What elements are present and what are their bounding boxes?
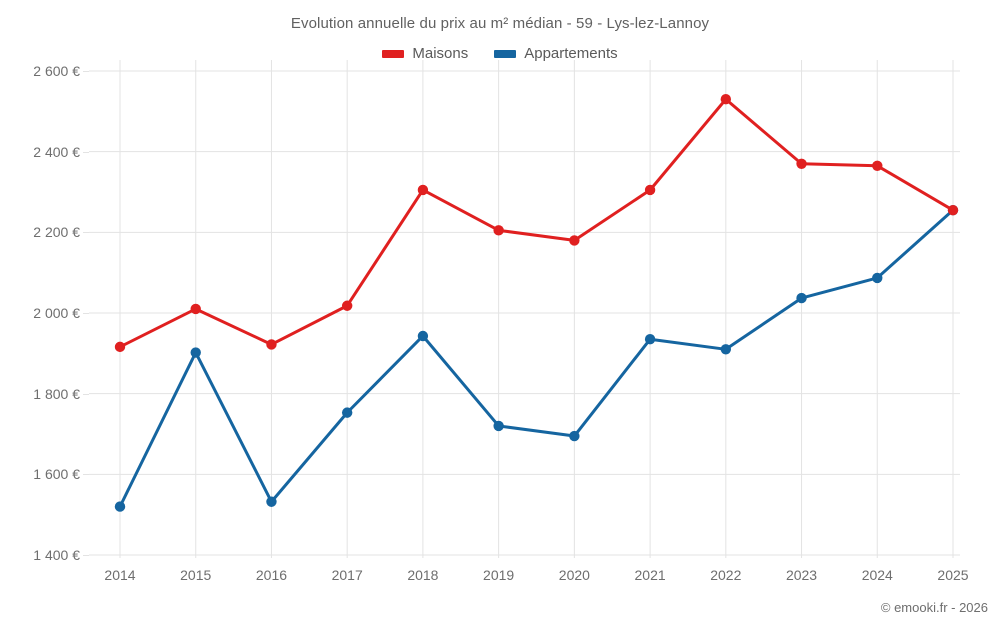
- legend-item-maisons[interactable]: Maisons: [382, 45, 468, 62]
- data-point-maisons[interactable]: [796, 158, 807, 169]
- legend-label-appartements: Appartements: [524, 45, 618, 62]
- x-tick-label: 2019: [483, 567, 515, 583]
- data-point-maisons[interactable]: [872, 160, 883, 171]
- data-point-appartements[interactable]: [796, 292, 807, 304]
- y-tick-label: 2 200 €: [33, 224, 80, 241]
- data-point-appartements[interactable]: [493, 420, 504, 432]
- x-tick-label: 2017: [331, 567, 363, 583]
- series-line-maisons: [118, 97, 955, 349]
- y-tick-mark: [83, 71, 89, 72]
- y-tick-mark: [83, 313, 89, 314]
- chart-legend: Maisons Appartements: [0, 45, 1000, 62]
- x-tick-label: 2015: [180, 567, 212, 583]
- legend-item-appartements[interactable]: Appartements: [494, 45, 618, 62]
- data-point-maisons[interactable]: [644, 184, 656, 196]
- legend-swatch-appartements: [494, 49, 517, 58]
- x-tick-label: 2021: [634, 567, 666, 583]
- chart-title: Evolution annuelle du prix au m² médian …: [290, 15, 710, 32]
- y-tick-label: 1 800 €: [33, 385, 80, 402]
- x-tick-label: 2020: [558, 567, 590, 583]
- data-point-appartements[interactable]: [872, 272, 883, 284]
- y-tick-mark: [83, 151, 89, 153]
- data-point-maisons[interactable]: [493, 225, 504, 236]
- data-point-appartements[interactable]: [266, 496, 277, 507]
- data-point-maisons[interactable]: [417, 184, 429, 196]
- series-line-appartements: [118, 208, 955, 509]
- y-tick-mark: [83, 555, 89, 556]
- y-tick-label: 2 600 €: [33, 63, 80, 79]
- data-point-appartements[interactable]: [569, 430, 580, 442]
- data-point-appartements[interactable]: [190, 347, 201, 358]
- y-tick-mark: [83, 393, 89, 395]
- y-tick-label: 1 600 €: [33, 466, 80, 483]
- y-tick-label: 2 000 €: [33, 305, 80, 321]
- legend-swatch-maisons: [382, 49, 405, 58]
- data-point-maisons[interactable]: [114, 341, 126, 353]
- data-point-appartements[interactable]: [417, 330, 429, 342]
- data-point-maisons[interactable]: [569, 235, 580, 246]
- x-tick-label: 2025: [937, 567, 969, 583]
- y-tick-label: 2 400 €: [33, 143, 80, 160]
- data-point-maisons[interactable]: [947, 204, 959, 216]
- y-tick-mark: [83, 232, 89, 234]
- x-tick-label: 2024: [861, 567, 893, 583]
- data-point-maisons[interactable]: [720, 94, 732, 105]
- y-tick-mark: [83, 474, 89, 476]
- plot-area: [89, 60, 960, 558]
- y-tick-label: 1 400 €: [33, 547, 80, 563]
- x-tick-label: 2014: [104, 567, 136, 583]
- data-point-appartements[interactable]: [114, 501, 126, 512]
- x-tick-label: 2016: [255, 567, 288, 583]
- data-point-appartements[interactable]: [644, 334, 656, 345]
- legend-label-maisons: Maisons: [412, 45, 469, 62]
- x-tick-label: 2018: [407, 567, 439, 583]
- copyright-credit: © emooki.fr - 2026: [880, 600, 988, 615]
- data-point-appartements[interactable]: [341, 407, 353, 418]
- x-tick-label: 2022: [710, 567, 742, 583]
- data-point-maisons[interactable]: [266, 339, 277, 350]
- plot-svg: [89, 60, 960, 558]
- data-point-appartements[interactable]: [720, 344, 732, 355]
- data-point-maisons[interactable]: [341, 300, 353, 311]
- x-tick-label: 2023: [785, 567, 818, 583]
- data-point-maisons[interactable]: [190, 303, 201, 315]
